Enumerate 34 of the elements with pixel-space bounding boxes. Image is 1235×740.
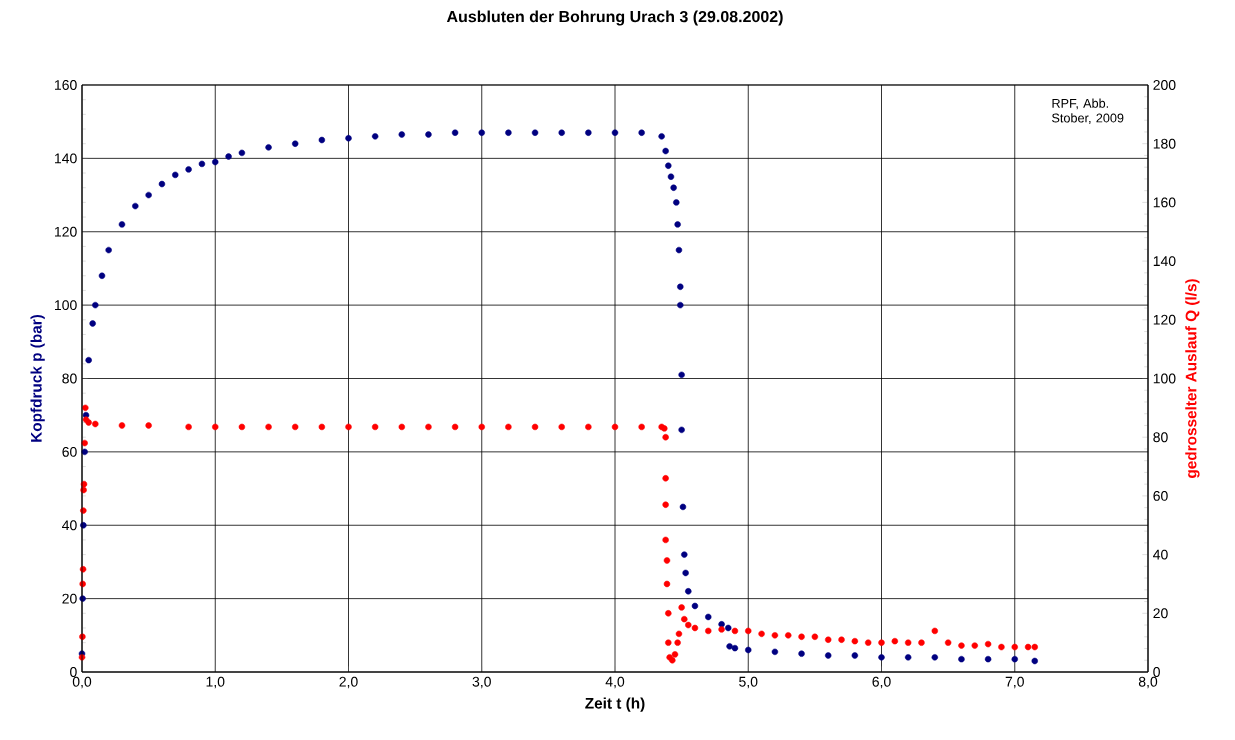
x-tick-label: 3,0 <box>472 676 491 689</box>
chart-title: Ausbluten der Bohrung Urach 3 (29.08.2002) <box>446 10 783 26</box>
y2-tick-label: 0 <box>1153 667 1160 677</box>
y2-tick-label: 60 <box>1153 490 1168 501</box>
x-tick-label: 7,0 <box>1005 676 1024 689</box>
x-axis-title: Zeit t (h) <box>585 697 645 712</box>
x-tick-label: 4,0 <box>605 676 625 689</box>
y2-tick-label: 20 <box>1153 608 1168 619</box>
y2-tick-label: 100 <box>1153 373 1176 384</box>
x-tick-label: 2,0 <box>339 676 358 689</box>
y-tick-label: 160 <box>55 80 77 90</box>
x-tick-label: 5,0 <box>739 676 758 689</box>
x-tick-label: 8,0 <box>1138 676 1158 689</box>
y2-tick-label: 200 <box>1153 80 1176 90</box>
y-tick-label: 80 <box>62 373 77 384</box>
y-tick-label: 60 <box>62 446 77 457</box>
y2-axis-title: gedrosselter Auslauf Q (l/s) <box>1185 279 1200 478</box>
x-tick-label: 0,0 <box>72 676 92 689</box>
x-tick-label: 6,0 <box>872 676 891 689</box>
x-tick-label: 1,0 <box>206 676 225 689</box>
y-tick-label: 120 <box>55 226 77 237</box>
y-tick-label: 0 <box>70 667 77 677</box>
annotation: RPF, Abb. Stober, 2009 <box>1052 98 1124 124</box>
y-tick-label: 40 <box>62 520 77 531</box>
y2-tick-label: 140 <box>1153 256 1176 267</box>
y2-tick-label: 80 <box>1153 432 1168 443</box>
y2-tick-label: 40 <box>1153 549 1168 560</box>
y-tick-label: 20 <box>62 593 77 604</box>
y-tick-label: 140 <box>55 153 77 164</box>
y2-tick-label: 120 <box>1153 314 1176 325</box>
y2-tick-label: 160 <box>1153 197 1176 208</box>
y-axis-title: Kopfdruck p (bar) <box>30 314 45 442</box>
y-tick-label: 100 <box>55 300 77 311</box>
y2-tick-label: 180 <box>1153 138 1176 149</box>
